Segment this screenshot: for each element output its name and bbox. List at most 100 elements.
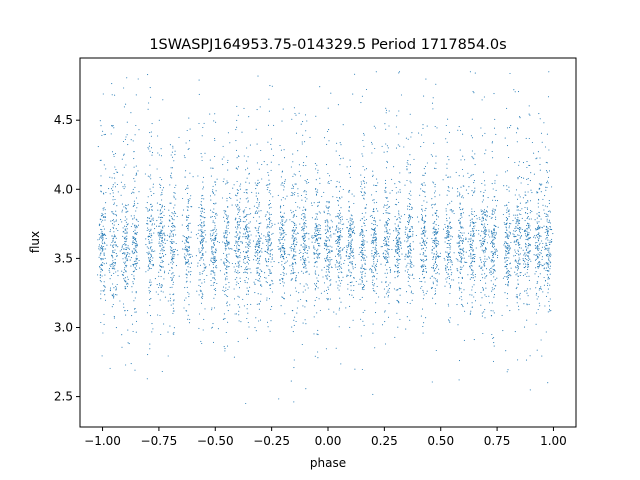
data-point <box>255 128 257 130</box>
data-point <box>213 243 215 245</box>
data-point <box>222 289 224 291</box>
data-point <box>373 232 375 234</box>
data-point <box>385 262 388 264</box>
data-point <box>361 225 363 227</box>
data-point <box>247 201 249 203</box>
data-point <box>152 186 154 188</box>
data-point <box>279 227 281 229</box>
data-point <box>286 195 288 197</box>
data-point <box>423 261 425 263</box>
data-point <box>279 228 281 230</box>
data-point <box>481 213 483 215</box>
data-point <box>326 246 328 248</box>
data-point <box>259 256 261 258</box>
data-point <box>150 190 152 192</box>
data-point <box>305 191 307 193</box>
data-point <box>329 235 331 237</box>
data-point <box>458 229 460 232</box>
data-point <box>126 276 128 278</box>
data-point <box>409 229 411 231</box>
data-point <box>172 235 174 237</box>
data-point <box>257 246 259 248</box>
data-point <box>294 280 297 282</box>
data-point <box>104 216 106 218</box>
data-point <box>228 221 230 223</box>
data-point <box>408 217 410 219</box>
data-point <box>237 243 239 245</box>
data-point <box>187 199 189 201</box>
data-point <box>189 266 191 268</box>
data-point <box>160 256 162 258</box>
data-point <box>237 233 239 235</box>
data-point <box>411 266 413 268</box>
data-point <box>302 263 304 265</box>
data-point <box>315 187 317 190</box>
data-point <box>136 245 138 247</box>
data-point <box>284 253 286 255</box>
data-point <box>371 152 373 154</box>
data-point <box>339 261 341 263</box>
data-point <box>347 264 349 266</box>
data-point <box>404 214 406 216</box>
data-point <box>287 253 289 255</box>
data-point <box>281 221 283 223</box>
data-point <box>121 247 123 249</box>
data-point <box>258 235 261 237</box>
data-point <box>133 308 136 310</box>
data-point <box>99 274 101 276</box>
data-point <box>271 233 273 235</box>
data-point <box>366 280 368 282</box>
data-point <box>272 283 274 285</box>
data-point <box>111 211 113 213</box>
data-point <box>453 212 455 215</box>
data-point <box>471 118 473 120</box>
data-point <box>407 269 409 271</box>
data-point <box>121 209 123 211</box>
data-point <box>304 243 306 245</box>
data-point <box>350 261 352 263</box>
data-point <box>292 267 294 270</box>
data-point <box>483 96 485 98</box>
data-point <box>362 245 364 247</box>
data-point <box>338 239 340 241</box>
data-point <box>473 261 475 263</box>
data-point <box>449 228 451 230</box>
data-point <box>376 253 378 255</box>
data-point <box>265 260 267 262</box>
data-point <box>363 176 366 178</box>
data-point <box>292 236 294 238</box>
data-point <box>330 219 332 221</box>
data-point <box>328 248 330 251</box>
data-point <box>323 290 325 292</box>
data-point <box>437 228 439 230</box>
data-point <box>229 196 231 198</box>
data-point <box>294 261 296 263</box>
data-point <box>362 139 364 142</box>
data-point <box>395 250 397 252</box>
data-point <box>374 347 376 349</box>
data-point <box>359 278 361 280</box>
data-point <box>424 259 426 262</box>
data-point <box>372 247 374 249</box>
data-point <box>185 237 187 239</box>
data-point <box>172 258 174 260</box>
data-point <box>434 290 436 292</box>
data-point <box>463 265 465 267</box>
data-point <box>249 230 251 232</box>
data-point <box>315 168 317 170</box>
data-point <box>284 239 286 241</box>
data-point <box>372 279 374 281</box>
data-point <box>384 343 387 345</box>
data-point <box>281 233 283 235</box>
data-point <box>339 212 341 214</box>
data-point <box>413 278 415 280</box>
data-point <box>149 233 151 235</box>
data-point <box>159 245 161 247</box>
data-point <box>216 267 218 269</box>
data-point <box>375 302 377 304</box>
data-point <box>324 239 326 241</box>
data-point <box>386 223 388 225</box>
data-point <box>306 178 308 181</box>
data-point <box>127 278 129 280</box>
data-point <box>363 216 365 218</box>
